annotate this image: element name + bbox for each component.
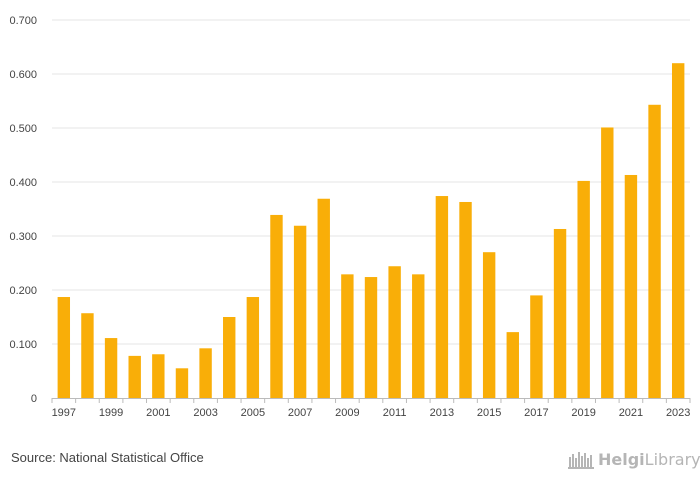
bar-chart: 0 0.100 0.200 0.300 0.400 0.500 0.600 0.700 199… <box>9 15 691 419</box>
bar-2006[interactable] <box>270 214 283 398</box>
bar-2014[interactable] <box>459 201 472 398</box>
skyline-icon <box>568 452 594 469</box>
bar-2019[interactable] <box>577 180 590 398</box>
x-tick-label: 2007 <box>288 407 312 419</box>
logo-text-helgi: Helgi <box>598 449 645 469</box>
y-tick-label: 0.500 <box>9 123 37 135</box>
bar-2009[interactable] <box>341 274 354 398</box>
bars <box>57 63 685 399</box>
bar-2005[interactable] <box>246 297 260 398</box>
x-tick-label: 2017 <box>524 407 548 419</box>
bar-2020[interactable] <box>601 127 614 399</box>
bar-2011[interactable] <box>388 266 401 398</box>
bar-2015[interactable] <box>482 252 496 398</box>
x-tick-label: 2011 <box>383 407 407 419</box>
bar-1999[interactable] <box>104 338 118 398</box>
x-tick-label: 2009 <box>335 407 359 419</box>
bar-2018[interactable] <box>553 228 567 398</box>
source-note: Source: National Statistical Office <box>11 450 204 465</box>
helgi-library-logo[interactable]: Helgi Library. <box>568 448 700 470</box>
bar-2003[interactable] <box>199 348 212 398</box>
bar-2021[interactable] <box>624 174 638 398</box>
gridlines <box>52 19 690 345</box>
bar-2022[interactable] <box>648 104 661 398</box>
y-tick-label: 0.700 <box>9 15 37 27</box>
x-tick-label: 2005 <box>241 407 265 419</box>
bar-2001[interactable] <box>152 354 165 398</box>
x-tick-label: 1999 <box>99 407 123 419</box>
y-tick-label: 0.300 <box>9 231 37 243</box>
bar-2000[interactable] <box>128 355 141 398</box>
bar-2008[interactable] <box>317 198 330 398</box>
x-tick-label: 1997 <box>52 407 76 419</box>
logo-text-library: Library. <box>644 449 700 469</box>
bar-2002[interactable] <box>175 368 189 398</box>
bar-2004[interactable] <box>223 317 236 398</box>
bar-2007[interactable] <box>293 225 307 398</box>
y-axis-tick-labels: 0 0.100 0.200 0.300 0.400 0.500 0.600 0.700 <box>9 15 37 405</box>
bar-1997[interactable] <box>57 297 71 398</box>
x-tick-label: 2021 <box>619 407 643 419</box>
y-tick-label: 0.600 <box>9 69 37 81</box>
x-tick-label: 2013 <box>430 407 454 419</box>
bar-2013[interactable] <box>435 196 449 398</box>
bar-2016[interactable] <box>506 332 519 398</box>
y-tick-label: 0.100 <box>9 339 37 351</box>
bar-2010[interactable] <box>364 277 378 398</box>
bar-1998[interactable] <box>81 313 94 398</box>
bar-2023[interactable] <box>671 63 685 398</box>
y-tick-label: 0.400 <box>9 177 37 189</box>
y-tick-label: 0 <box>31 393 37 405</box>
x-axis-ticks: 1997 1999 2001 2003 2005 2007 2009 2011 2013 2015… <box>51 398 691 419</box>
x-tick-label: 2019 <box>571 407 595 419</box>
x-tick-label: 2023 <box>666 407 690 419</box>
x-tick-label: 2001 <box>146 407 170 419</box>
x-tick-label: 2003 <box>193 407 217 419</box>
x-tick-label: 2015 <box>477 407 501 419</box>
bar-2012[interactable] <box>412 274 425 398</box>
bar-2017[interactable] <box>530 295 543 398</box>
y-tick-label: 0.200 <box>9 285 37 297</box>
